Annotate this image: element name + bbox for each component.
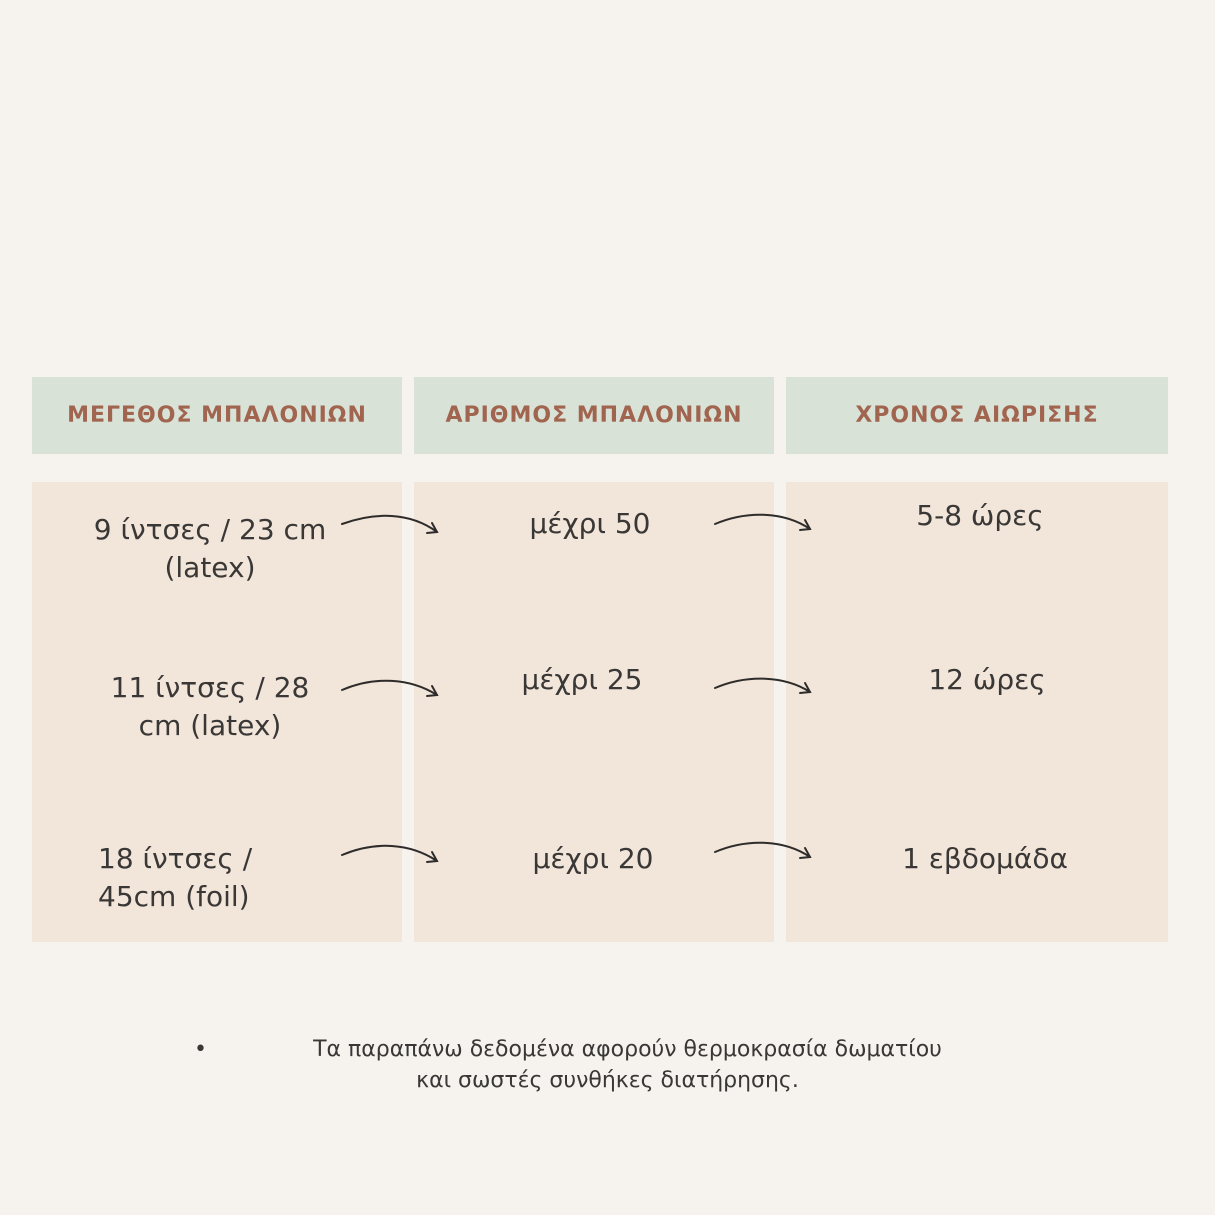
curved-arrow-icon <box>714 677 812 694</box>
footnote: • Τα παραπάνω δεδομένα αφορούν θερμοκρασ… <box>0 1034 1215 1096</box>
header-float-time: ΧΡΟΝΟΣ ΑΙΩΡΙΣΗΣ <box>786 377 1168 454</box>
row-1-count: μέχρι 50 <box>529 507 651 540</box>
row-3-size: 18 ίντσες /45cm (foil) <box>98 842 253 913</box>
size-column <box>32 482 402 942</box>
footnote-line-1: Τα παραπάνω δεδομένα αφορούν θερμοκρασία… <box>313 1037 942 1062</box>
duration-column <box>786 482 1168 942</box>
row-3-count: μέχρι 20 <box>532 842 654 875</box>
row-2-size: 11 ίντσες / 28 cm (latex) <box>110 671 310 742</box>
row-2-duration: 12 ώρες <box>928 663 1046 696</box>
footnote-line-2: και σωστές συνθήκες διατήρησης. <box>416 1068 799 1093</box>
row-2-count: μέχρι 25 <box>521 663 643 696</box>
curved-arrow-icon <box>341 514 439 534</box>
curved-arrow-icon <box>714 841 812 859</box>
header-balloon-count: ΑΡΙΘΜΟΣ ΜΠΑΛΟΝΙΩΝ <box>414 377 774 454</box>
curved-arrow-icon <box>714 513 812 531</box>
row-1-size: 9 ίντσες / 23 cm (latex) <box>93 513 327 584</box>
count-column <box>414 482 774 942</box>
curved-arrow-icon <box>341 679 439 697</box>
row-1-duration: 5-8 ώρες <box>916 499 1044 532</box>
header-balloon-size: ΜΕΓΕΘΟΣ ΜΠΑΛΟΝΙΩΝ <box>32 377 402 454</box>
curved-arrow-icon <box>341 844 439 863</box>
bullet-icon: • <box>194 1037 207 1062</box>
row-3-duration: 1 εβδομάδα <box>902 842 1068 875</box>
